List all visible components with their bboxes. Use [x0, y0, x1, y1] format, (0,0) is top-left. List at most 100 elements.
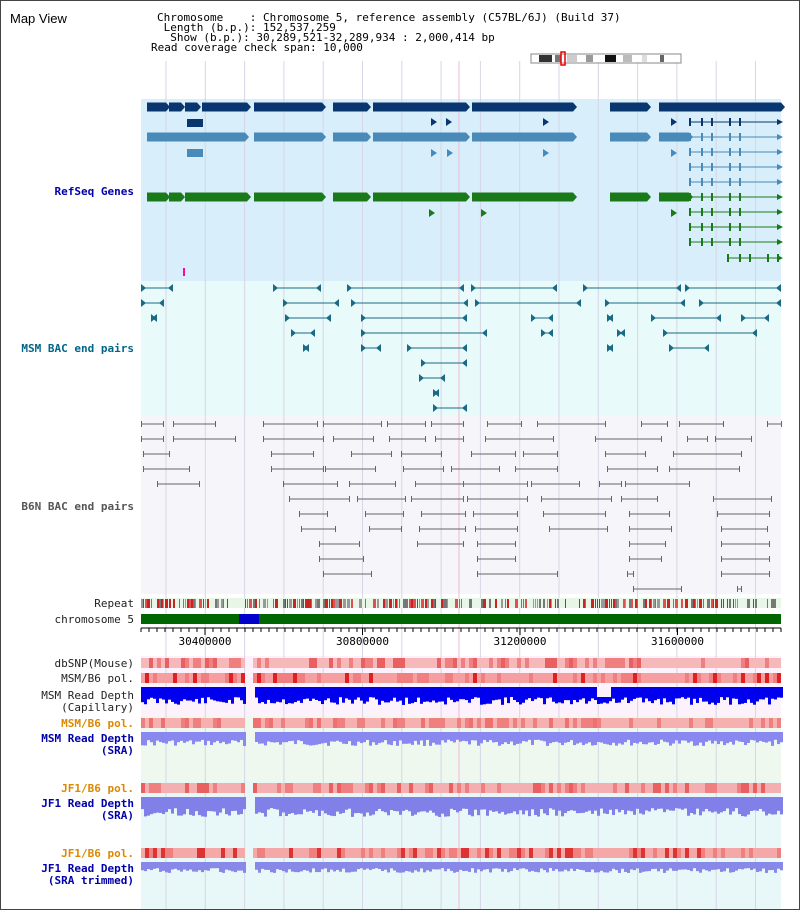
heat-cell [173, 848, 177, 858]
depth-bar [636, 797, 639, 809]
depth-bar [333, 862, 336, 872]
heat-cell [701, 848, 705, 858]
bac-end [389, 436, 390, 442]
heat-cell [325, 673, 329, 683]
depth-bar [627, 862, 630, 873]
depth-bar [219, 862, 222, 872]
msm-depth-sra-label-1: MSM Read Depth [41, 732, 134, 745]
heat-cell [697, 658, 701, 668]
heat-cell [517, 718, 521, 728]
depth-bar [234, 732, 237, 741]
heat-cell [749, 848, 753, 858]
depth-bar [615, 732, 618, 746]
bac-end [349, 481, 350, 487]
heat-cell [593, 783, 597, 793]
depth-bar [654, 862, 657, 869]
depth-bar [198, 732, 201, 742]
heat-cell [505, 783, 509, 793]
depth-bar [564, 797, 567, 814]
heat-cell [285, 718, 289, 728]
depth-bar [180, 732, 183, 741]
bac-end [517, 511, 518, 517]
heat-cell [613, 718, 617, 728]
msm-bac-label[interactable]: MSM BAC end pairs [21, 342, 134, 355]
depth-bar [771, 797, 774, 815]
heat-cell [617, 673, 621, 683]
heat-cell [465, 848, 469, 858]
depth-bar [279, 732, 282, 745]
heat-cell [509, 783, 513, 793]
heat-cell [437, 673, 441, 683]
heat-cell [405, 783, 409, 793]
jf1-trim-label-2: (SRA trimmed) [47, 874, 134, 887]
depth-bar [225, 862, 228, 870]
depth-bar [264, 687, 267, 704]
b6n-bac-label[interactable]: B6N BAC end pairs [21, 500, 134, 513]
depth-bar [774, 732, 777, 740]
transcript-arrow [777, 134, 783, 140]
heat-cell [769, 673, 773, 683]
heat-cell [601, 848, 605, 858]
repeat-element [307, 599, 309, 608]
depth-bar [396, 862, 399, 873]
repeat-element [447, 599, 448, 608]
heat-cell [701, 673, 705, 683]
depth-bar [654, 732, 657, 745]
depth-bar [492, 732, 495, 743]
depth-bar [684, 797, 687, 809]
bac-end [361, 344, 366, 352]
heat-cell [349, 658, 353, 668]
depth-bar [369, 862, 372, 870]
heat-cell [625, 658, 629, 668]
depth-bar [585, 687, 588, 704]
heat-cell [321, 658, 325, 668]
heat-cell [777, 658, 781, 668]
exon-tick [739, 254, 741, 262]
heat-cell [585, 718, 589, 728]
bac-end [143, 451, 144, 457]
heat-cell [357, 673, 361, 683]
heat-cell [241, 673, 245, 683]
depth-bar [165, 732, 168, 744]
depth-bar [510, 797, 513, 814]
heat-cell [605, 848, 609, 858]
depth-bar [315, 797, 318, 811]
heat-cell [345, 848, 349, 858]
depth-bar [654, 687, 657, 701]
heat-cell [141, 783, 145, 793]
depth-bar [321, 862, 324, 870]
bac-end [462, 314, 467, 322]
depth-bar [327, 862, 330, 873]
heat-cell [293, 718, 297, 728]
depth-bar [168, 862, 171, 873]
heat-cell [693, 848, 697, 858]
depth-bar [774, 797, 777, 815]
depth-bar [180, 687, 183, 702]
repeat-element [253, 599, 256, 608]
depth-bar [561, 732, 564, 746]
heat-cell [325, 783, 329, 793]
depth-bar [690, 862, 693, 872]
bac-end [621, 481, 622, 487]
depth-bar [687, 797, 690, 816]
bac-end [475, 299, 480, 307]
heat-cell [241, 783, 245, 793]
heat-cell [393, 718, 397, 728]
gene-exon-block [254, 102, 322, 112]
refseq-genes-label[interactable]: RefSeq Genes [54, 185, 134, 198]
heat-cell [765, 658, 769, 668]
exon-tick [701, 208, 703, 216]
depth-bar [204, 732, 207, 746]
heat-cell [605, 718, 609, 728]
depth-bar [729, 797, 732, 815]
bac-end [323, 436, 324, 442]
depth-bar [750, 862, 753, 871]
heat-cell [693, 673, 697, 683]
bac-end [291, 329, 296, 337]
depth-bar [666, 687, 669, 703]
heat-cell [161, 718, 165, 728]
heat-cell [289, 673, 293, 683]
depth-bar [567, 732, 570, 743]
exon-tick [689, 208, 691, 216]
